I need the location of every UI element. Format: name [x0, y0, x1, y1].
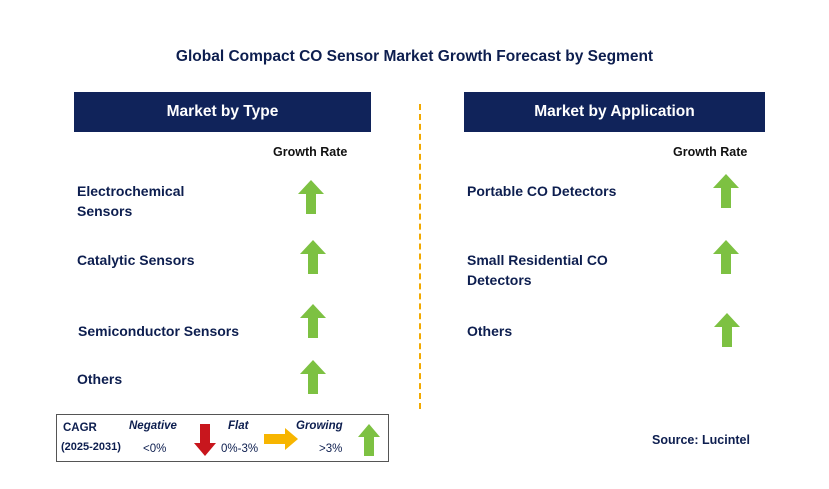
growing-arrow-icon: [300, 304, 326, 338]
legend-flat-range: 0%-3%: [221, 443, 259, 455]
legend-negative-label: Negative: [129, 420, 177, 432]
application-item-small-residential: Small Residential CO Detectors: [467, 252, 608, 288]
type-item-semiconductor: Semiconductor Sensors: [78, 323, 240, 339]
application-growth-rate-label: Growth Rate: [673, 145, 748, 159]
growing-arrow-icon: [298, 180, 324, 214]
source-note: Source: Lucintel: [652, 433, 750, 447]
market-by-type-header: Market by Type: [74, 92, 371, 132]
growing-arrow-icon: [713, 240, 739, 274]
growing-arrow-icon: [300, 240, 326, 274]
type-item-electrochemical: Electrochemical Sensors: [77, 183, 185, 219]
legend-cagr-label: CAGR: [63, 422, 97, 434]
market-by-application-header: Market by Application: [464, 92, 765, 132]
legend-growing-range: >3%: [319, 443, 343, 455]
growing-arrow-icon: [300, 360, 326, 394]
application-item-others: Others: [467, 323, 513, 339]
panel-divider: [419, 104, 421, 409]
growing-legend-arrow-icon: [358, 424, 380, 456]
type-growth-rate-label: Growth Rate: [273, 145, 348, 159]
flat-arrow-icon: [264, 428, 298, 450]
negative-arrow-icon: [194, 424, 216, 456]
growing-arrow-icon: [713, 174, 739, 208]
legend-negative-range: <0%: [143, 443, 167, 455]
legend-growing-label: Growing: [296, 420, 343, 432]
type-item-catalytic: Catalytic Sensors: [77, 252, 195, 268]
legend-period: (2025-2031): [61, 441, 121, 453]
cagr-legend: CAGR (2025-2031) Negative <0% Flat 0%-3%…: [56, 414, 389, 462]
growing-arrow-icon: [714, 313, 740, 347]
legend-flat-label: Flat: [228, 420, 249, 432]
type-item-others: Others: [77, 371, 123, 387]
chart-title: Global Compact CO Sensor Market Growth F…: [175, 48, 654, 65]
application-item-portable: Portable CO Detectors: [467, 183, 617, 199]
